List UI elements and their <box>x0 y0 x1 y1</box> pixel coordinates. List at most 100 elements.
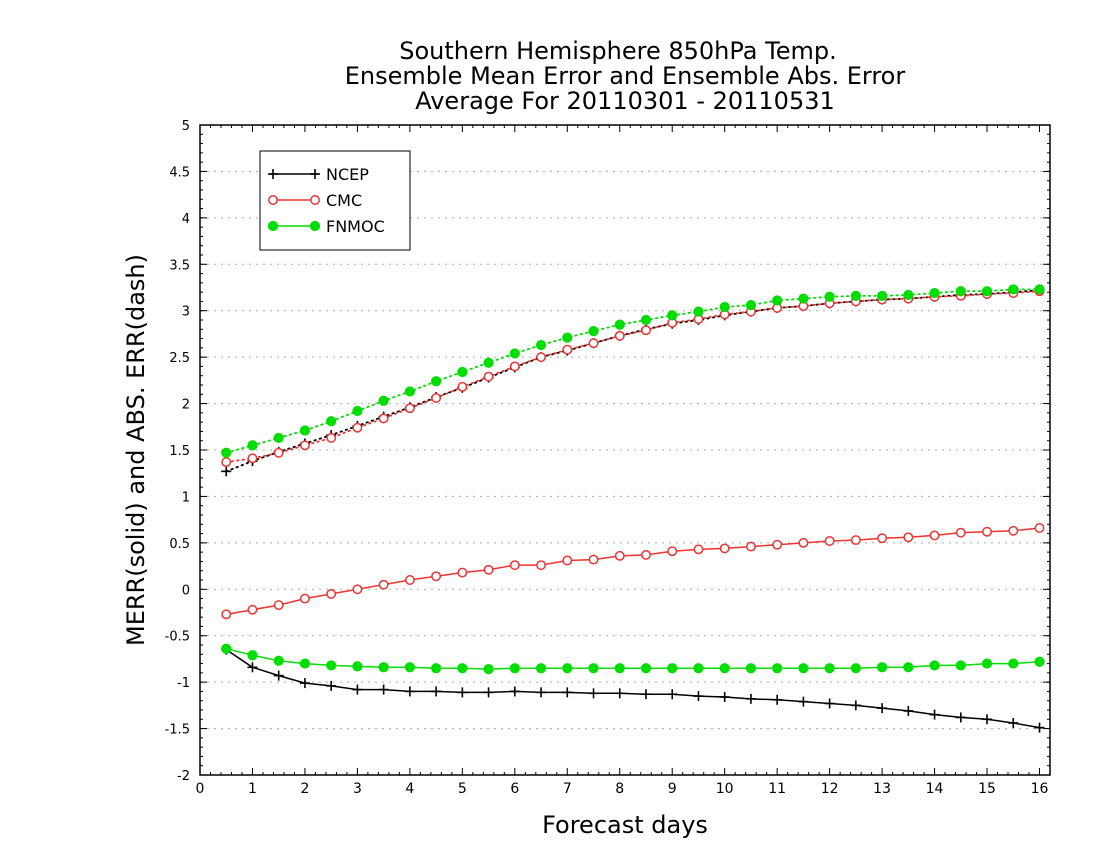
ncep-mean-error-point <box>404 686 415 697</box>
cmc-mean-error-point <box>641 549 651 560</box>
cmc-mean-error-point <box>273 600 284 611</box>
ncep-mean-error-point <box>483 687 494 698</box>
x-axis-label: Forecast days <box>542 811 708 839</box>
ncep-mean-error-point <box>457 687 468 698</box>
x-tick-label: 12 <box>821 781 839 797</box>
legend-ncep-marker <box>268 169 278 179</box>
fnmoc-abs-error-point <box>719 301 730 313</box>
fnmoc-abs-error-point <box>352 405 363 417</box>
ncep-mean-error-point <box>509 686 520 697</box>
fnmoc-abs-error-point <box>667 310 678 321</box>
cmc-abs-error-point <box>457 381 468 392</box>
fnmoc-abs-error-point <box>1008 284 1019 295</box>
cmc-abs-error-point <box>378 413 389 424</box>
cmc-mean-error-point <box>929 530 940 541</box>
cmc-mean-error-point <box>509 560 520 571</box>
y-tick-label: 0 <box>182 583 190 598</box>
fnmoc-mean-error-point <box>221 643 232 654</box>
ncep-abs-error-line <box>225 289 1041 473</box>
y-tick-label: 3 <box>182 305 190 320</box>
fnmoc-abs-error-point <box>378 395 389 406</box>
y-tick-label: -0.5 <box>165 630 190 645</box>
title-line-1: Southern Hemisphere 850hPa Temp. <box>399 37 836 65</box>
y-tick-label: -1.5 <box>165 723 190 738</box>
fnmoc-mean-error-point <box>431 663 442 674</box>
ncep-mean-error-point <box>588 688 599 699</box>
fnmoc-mean-error-point <box>299 658 311 669</box>
ncep-mean-error-point <box>536 687 547 698</box>
ncep-mean-error-point <box>693 691 704 702</box>
ncep-mean-error-point <box>1008 718 1019 728</box>
fnmoc-abs-error-point <box>876 290 888 301</box>
cmc-mean-error-point <box>562 555 573 566</box>
ncep-mean-error-point <box>431 686 442 697</box>
cmc-mean-error-point <box>221 609 232 620</box>
fnmoc-mean-error-point <box>981 658 993 669</box>
cmc-mean-error-point <box>352 584 363 595</box>
cmc-mean-error-point <box>982 526 992 537</box>
cmc-mean-error-point <box>1034 523 1045 533</box>
fnmoc-abs-error-point <box>457 366 468 378</box>
ncep-mean-error-point <box>1034 722 1045 733</box>
cmc-abs-error-point <box>588 338 599 349</box>
cmc-abs-error-point <box>326 432 337 443</box>
y-tick-label: 3.5 <box>169 258 190 273</box>
fnmoc-mean-error-line <box>225 647 1041 670</box>
cmc-mean-error-point <box>483 564 494 575</box>
fnmoc-abs-error-point <box>247 440 258 451</box>
fnmoc-abs-error-line <box>225 288 1041 454</box>
x-tick-label: 9 <box>668 781 677 797</box>
y-tick-label: 2.5 <box>169 351 190 366</box>
cmc-mean-error-point <box>299 593 310 604</box>
cmc-abs-error-point <box>273 447 284 458</box>
cmc-abs-error-point <box>221 457 232 468</box>
ncep-mean-error-point <box>378 684 389 695</box>
cmc-abs-error-point <box>247 453 258 464</box>
x-tick-label: 8 <box>615 781 624 797</box>
legend-fnmoc-marker <box>309 220 321 232</box>
legend-cmc-marker <box>310 195 320 205</box>
x-tick-label: 4 <box>405 781 414 797</box>
ncep-mean-error-point <box>667 689 678 700</box>
fnmoc-mean-error-point <box>1008 658 1019 669</box>
fnmoc-abs-error-point <box>745 300 757 311</box>
fnmoc-abs-error-point <box>299 425 311 436</box>
ncep-mean-error-point <box>247 662 258 673</box>
title-line-3: Average For 20110301 - 20110531 <box>415 87 835 115</box>
y-tick-label: 4 <box>182 212 190 227</box>
cmc-mean-error-point <box>536 560 546 571</box>
gridlines <box>200 170 1050 730</box>
cmc-mean-error-point <box>667 546 678 557</box>
fnmoc-mean-error-point <box>824 663 835 674</box>
ncep-mean-error-line <box>225 648 1041 729</box>
fnmoc-abs-error-point <box>404 386 415 397</box>
ncep-mean-error-point <box>719 692 730 702</box>
legend-fnmoc-label: FNMOC <box>326 217 385 236</box>
ncep-mean-error-point <box>326 680 337 691</box>
legend-ncep-marker <box>310 169 320 179</box>
ncep-mean-error-point <box>352 684 363 695</box>
ncep-mean-error-point <box>903 705 914 716</box>
x-tick-label: 14 <box>926 781 944 797</box>
fnmoc-mean-error-point <box>352 661 363 672</box>
fnmoc-mean-error-point <box>509 663 520 674</box>
fnmoc-mean-error-point <box>640 663 652 674</box>
cmc-abs-error-point <box>483 371 494 382</box>
cmc-abs-error-line <box>225 290 1041 464</box>
fnmoc-abs-error-point <box>903 289 914 301</box>
fnmoc-abs-error-point <box>562 332 573 343</box>
ncep-mean-error-point <box>273 670 284 681</box>
fnmoc-abs-error-point <box>535 339 547 351</box>
fnmoc-mean-error-point <box>535 663 547 674</box>
cmc-mean-error-point <box>903 532 914 543</box>
cmc-abs-error-point <box>641 325 651 336</box>
cmc-abs-error-point <box>536 352 546 363</box>
fnmoc-mean-error-point <box>772 663 783 674</box>
fnmoc-abs-error-point <box>929 287 940 299</box>
ncep-mean-error-point <box>824 698 835 709</box>
cmc-mean-error-line <box>225 527 1041 616</box>
y-tick-label: 0.5 <box>169 537 190 552</box>
fnmoc-abs-error-point <box>955 286 966 297</box>
ncep-mean-error-point <box>772 694 783 705</box>
